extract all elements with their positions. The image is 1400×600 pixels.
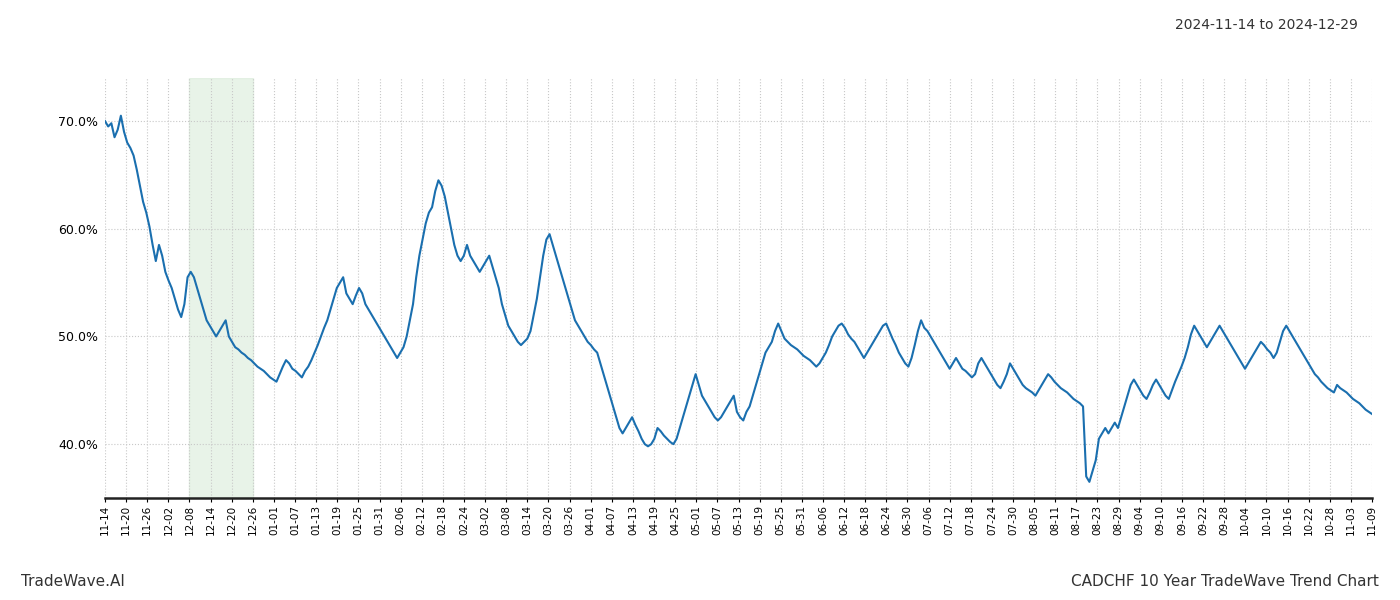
Text: 2024-11-14 to 2024-12-29: 2024-11-14 to 2024-12-29 [1175,18,1358,32]
Text: TradeWave.AI: TradeWave.AI [21,574,125,589]
Bar [189,78,253,498]
Text: CADCHF 10 Year TradeWave Trend Chart: CADCHF 10 Year TradeWave Trend Chart [1071,574,1379,589]
